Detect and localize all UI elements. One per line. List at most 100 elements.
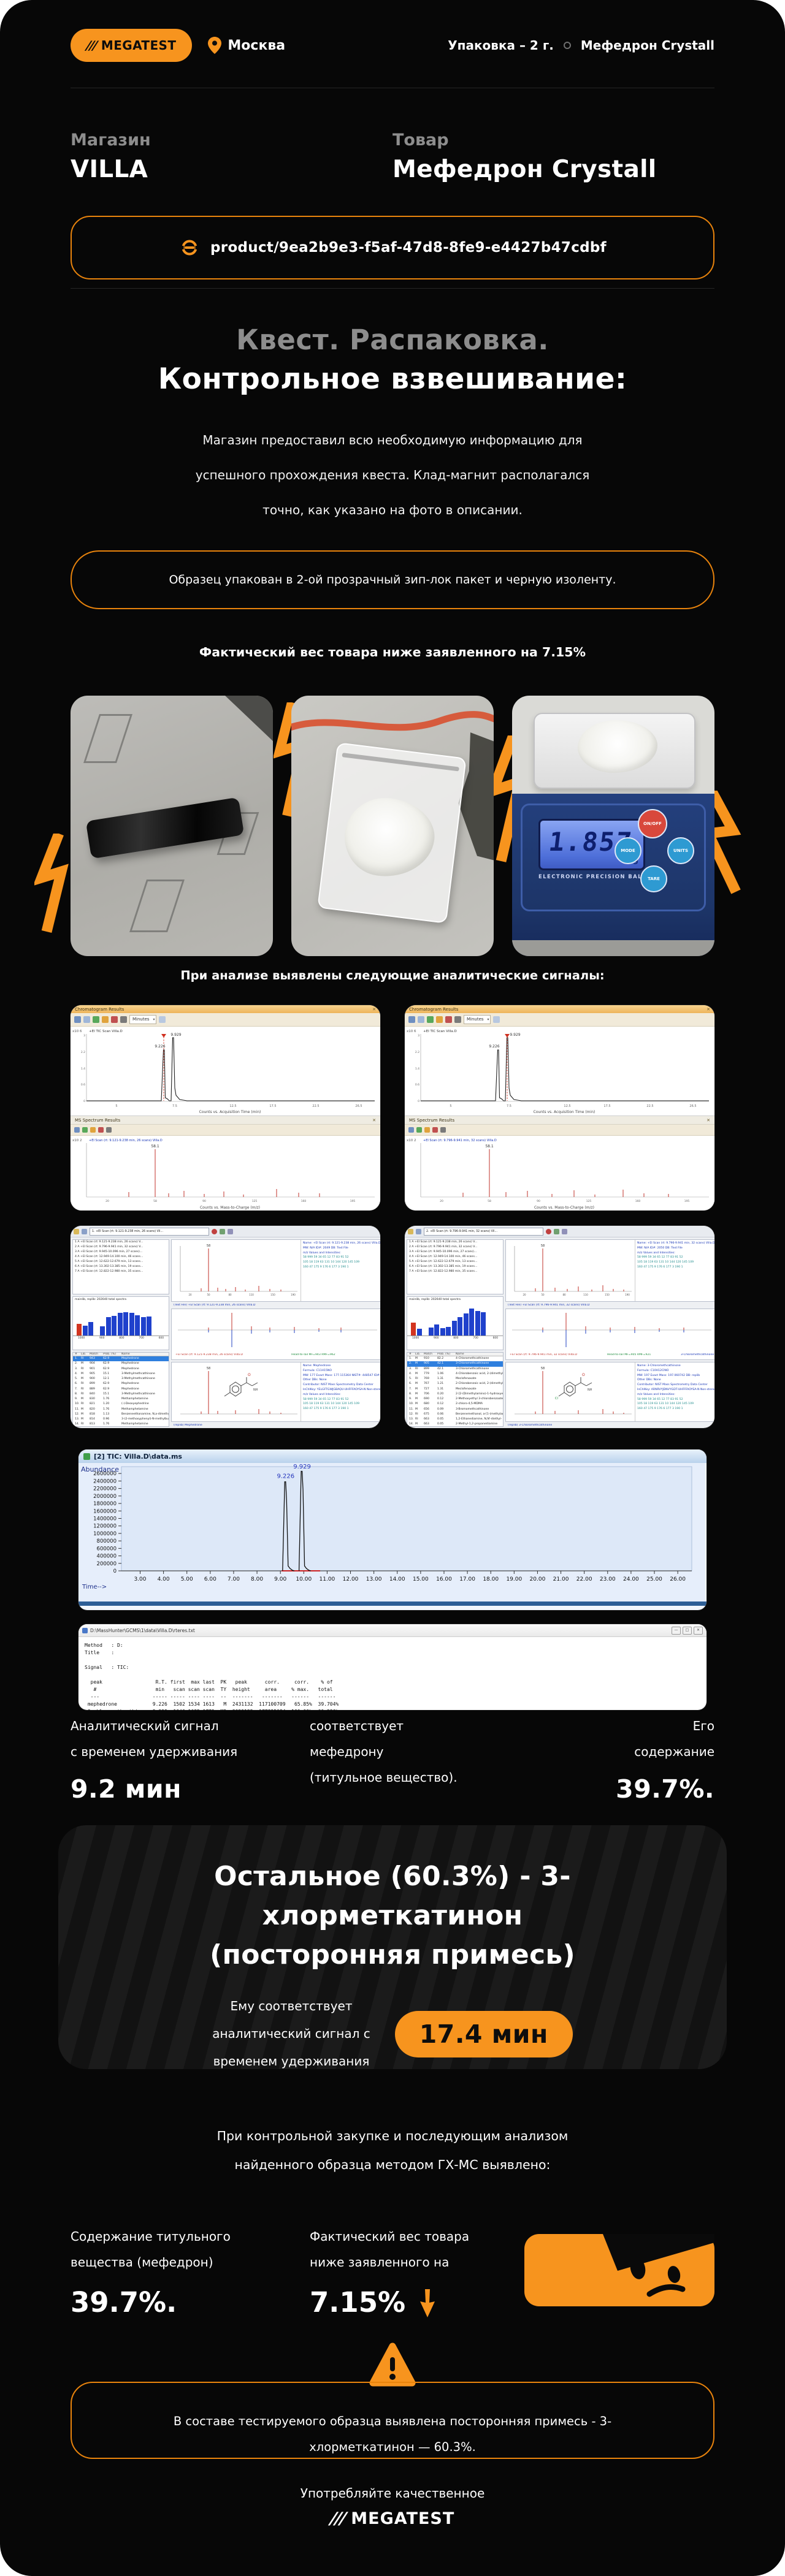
maximize-button[interactable]: □ xyxy=(683,1626,692,1635)
minimize-button[interactable]: — xyxy=(672,1626,681,1635)
scan-list-item[interactable]: 7 A +EI Scan (rt: 12.822-12.980 min, 35 … xyxy=(409,1270,478,1274)
chemstation-tic-window[interactable]: [2] TIC: Villa.D\data.ms Abundance Time-… xyxy=(78,1449,706,1610)
record-icon[interactable] xyxy=(212,1228,217,1234)
scan-list-panel[interactable]: 1 A +EI Scan (rt: 9.121-9.238 min, 26 sc… xyxy=(407,1239,504,1294)
scan-list-panel[interactable]: 1 A +EI Scan (rt: 9.121-9.238 min, 26 sc… xyxy=(72,1239,169,1294)
close-button[interactable]: ✕ xyxy=(694,1626,703,1635)
copy-icon[interactable] xyxy=(454,1016,461,1023)
spectrum-combo[interactable]: 1. +EI Scan (rt: 9.121-9.238 min, 26 sca… xyxy=(90,1227,209,1236)
search-icon[interactable] xyxy=(424,1127,430,1133)
hit-row[interactable]: 2. M 905 42.1 3-Chloromethcathinone xyxy=(407,1361,503,1367)
pan-icon[interactable] xyxy=(408,1016,415,1023)
hit-row[interactable]: 11. M 656 0.09 3-Bromomethcathinone xyxy=(409,1407,489,1411)
scan-list-item[interactable]: 3 A +EI Scan (rt: 9.945-10.096 min, 27 s… xyxy=(75,1250,143,1254)
photo-package[interactable] xyxy=(71,696,273,956)
scan-list-item[interactable]: 1 A +EI Scan (rt: 9.121-9.238 min, 26 sc… xyxy=(75,1241,144,1244)
chromatogram-toolbar[interactable]: Minutes xyxy=(71,1013,380,1027)
label-icon[interactable] xyxy=(432,1127,438,1133)
close-icon[interactable]: ✕ xyxy=(706,1006,710,1012)
copy-icon[interactable] xyxy=(120,1016,127,1023)
library-icon[interactable] xyxy=(416,1228,421,1234)
ms-spectrum-results-titlebar[interactable]: MS Spectrum Results ✕ xyxy=(405,1116,714,1125)
report-text-window[interactable]: D:\MassHunter\GCMS\1\data\Villa.D\rteres… xyxy=(78,1624,706,1710)
hit-row[interactable]: 9. M 690 0.12 2-Methoxyethyl 3-chlorobenzoat… xyxy=(409,1397,503,1401)
zoom-icon[interactable] xyxy=(228,1228,233,1234)
scan-list-item[interactable]: 3 A +EI Scan (rt: 9.945-10.096 min, 27 s… xyxy=(409,1250,477,1254)
zoom-icon[interactable] xyxy=(562,1228,567,1234)
hit-row[interactable]: 12. M 818 1.13 Benzeneethanamine, N,a-dimeth… xyxy=(75,1412,169,1416)
nist-toolbar[interactable]: 1. +EI Scan (rt: 9.121-9.238 min, 26 sca… xyxy=(71,1226,380,1237)
peaks-icon[interactable] xyxy=(445,1016,452,1023)
print-icon[interactable] xyxy=(492,1016,500,1023)
library-icon[interactable] xyxy=(82,1228,87,1234)
product-link-box[interactable]: product/9ea2b9e3-f5af-47d8-8fe9-e4427b47… xyxy=(71,216,714,279)
scan-list-item[interactable]: 4 A +EI Scan (rt: 12.949-14.100 min, 46 … xyxy=(409,1255,478,1259)
hit-list-panel[interactable]: # Lib. Match Prob. (%) Name 1. M 910 82.2 4-Chlo… xyxy=(407,1352,504,1427)
scan-list-item[interactable]: 6 A +EI Scan (rt: 13.302-13.385 min, 19 … xyxy=(75,1265,144,1269)
copy-icon[interactable] xyxy=(440,1127,446,1133)
record-icon[interactable] xyxy=(546,1228,551,1234)
hit-row[interactable]: 4. M 905 15.1 3-Methylmethcathinone xyxy=(75,1372,155,1375)
chromatogram-results-titlebar[interactable]: Chromatogram Results ✕ xyxy=(71,1005,380,1013)
scan-list-item[interactable]: 4 A +EI Scan (rt: 12.949-14.100 min, 46 … xyxy=(75,1255,144,1259)
nist-search-window-impurity[interactable]: 2. +EI Scan (rt: 9.796-9.941 min, 32 sca… xyxy=(405,1226,714,1428)
hit-row[interactable]: 6. RI 899 62.9 Mephedrone xyxy=(75,1382,139,1386)
hit-row[interactable]: 9. M 830 1.76 Methamphetamine xyxy=(75,1397,148,1401)
hit-row[interactable]: 12. RI 675 0.06 Benzenemethanol, a-[1-(methy… xyxy=(409,1412,503,1416)
scan-list-item[interactable]: 5 A +EI Scan (rt: 12.622-12.679 min, 13 … xyxy=(409,1260,478,1264)
chromatogram-toolbar[interactable]: Minutes xyxy=(405,1013,714,1027)
hit-row[interactable]: 8. M 706 0.20 2-[2-(Dimethylamino)-1-hydroxy… xyxy=(409,1392,503,1396)
hit-list-panel[interactable]: # Lib. Match Prob. (%) Name 1. RI 943 62.9 Mephe… xyxy=(72,1352,169,1427)
close-icon[interactable]: ✕ xyxy=(372,1006,376,1012)
search-icon[interactable] xyxy=(220,1228,225,1234)
pan-icon[interactable] xyxy=(74,1127,80,1133)
hit-row[interactable]: 14. M 663 0.05 2-Methyl-1,2-propanediamine xyxy=(409,1423,498,1426)
hit-row[interactable]: 5. RI 769 1.31 Meclofenoxate xyxy=(409,1377,477,1381)
zoom-icon[interactable] xyxy=(83,1016,90,1023)
scan-list-item[interactable]: 1 A +EI Scan (rt: 9.121-9.238 min, 26 sc… xyxy=(409,1241,478,1244)
label-icon[interactable] xyxy=(98,1127,104,1133)
copy-icon[interactable] xyxy=(106,1127,112,1133)
hit-row[interactable]: 14. RI 813 1.76 Methamphetamine xyxy=(75,1423,148,1426)
hit-row[interactable]: 8. RI 840 15.1 3-Methylmethcathinone xyxy=(75,1392,155,1396)
open-icon[interactable] xyxy=(408,1228,413,1234)
scan-list-item[interactable]: 5 A +EI Scan (rt: 12.622-12.679 min, 13 … xyxy=(75,1260,144,1264)
autoscale-icon[interactable] xyxy=(82,1127,88,1133)
megatest-logo-badge[interactable]: /// MEGATEST xyxy=(71,29,193,62)
autoscale-icon[interactable] xyxy=(427,1016,434,1023)
close-icon[interactable]: ✕ xyxy=(372,1117,376,1123)
close-icon[interactable]: ✕ xyxy=(706,1117,710,1123)
search-icon[interactable] xyxy=(554,1228,559,1234)
peaks-icon[interactable] xyxy=(111,1016,118,1023)
chemstation-titlebar[interactable]: [2] TIC: Villa.D\data.ms xyxy=(78,1449,706,1463)
hit-row[interactable]: 3. RI 899 42.1 3-Chloromethcathinone xyxy=(409,1367,489,1370)
hit-row[interactable]: 4. M 779 1.06 4-Chlorobenzoic acid, 2-(dimet… xyxy=(409,1372,503,1375)
photo-ziplock-bag[interactable] xyxy=(291,696,494,956)
scan-list-item[interactable]: 6 A +EI Scan (rt: 13.302-13.385 min, 19 … xyxy=(409,1265,478,1269)
ms-spectrum-results-titlebar[interactable]: MS Spectrum Results ✕ xyxy=(71,1116,380,1125)
integrate-icon[interactable] xyxy=(102,1016,109,1023)
spectrum-combo[interactable]: 2. +EI Scan (rt: 9.796-9.941 min, 32 sca… xyxy=(424,1227,543,1236)
nist-toolbar[interactable]: 2. +EI Scan (rt: 9.796-9.941 min, 32 sca… xyxy=(405,1226,714,1237)
zoom-icon[interactable] xyxy=(418,1016,424,1023)
hit-row[interactable]: 1. RI 943 62.9 Mephedrone xyxy=(73,1356,169,1362)
ms-toolbar[interactable] xyxy=(405,1125,714,1136)
autoscale-icon[interactable] xyxy=(93,1016,99,1023)
hit-row[interactable]: 7. RI 889 62.9 Mephedrone xyxy=(75,1387,139,1391)
autoscale-icon[interactable] xyxy=(416,1127,422,1133)
search-icon[interactable] xyxy=(90,1127,96,1133)
hit-row[interactable]: 1. M 910 82.2 4-Chloromethcathinone xyxy=(409,1357,489,1360)
hit-row[interactable]: 6. M 767 1.21 2-Chlorobenzoic acid, 2-(dimet… xyxy=(409,1382,503,1386)
hit-row[interactable]: 5. M 900 12.1 3-Methylmethcathinone xyxy=(75,1377,155,1381)
units-select[interactable]: Minutes xyxy=(464,1015,491,1024)
nist-search-window-mephedrone[interactable]: 1. +EI Scan (rt: 9.121-9.238 min, 26 sca… xyxy=(71,1226,380,1428)
hit-row[interactable]: 7. M 727 1.31 Meclofenoxate xyxy=(409,1387,477,1391)
masshunter-window-impurity[interactable]: Chromatogram Results ✕ Minutes x10 6 +EI… xyxy=(405,1005,714,1210)
open-icon[interactable] xyxy=(74,1228,79,1234)
scan-list-item[interactable]: 2 A +EI Scan (rt: 9.796-9.941 min, 32 sc… xyxy=(409,1245,478,1249)
scan-list-item[interactable]: 7 A +EI Scan (rt: 12.822-12.980 min, 35 … xyxy=(75,1270,144,1274)
photo-scale[interactable]: 1.857 g ELECTRONIC PRECISION BALANCE ON/… xyxy=(512,696,714,956)
chromatogram-results-titlebar[interactable]: Chromatogram Results ✕ xyxy=(405,1005,714,1013)
ms-toolbar[interactable] xyxy=(71,1125,380,1136)
hit-row[interactable]: 2. M 904 62.9 Mephedrone xyxy=(75,1362,139,1366)
